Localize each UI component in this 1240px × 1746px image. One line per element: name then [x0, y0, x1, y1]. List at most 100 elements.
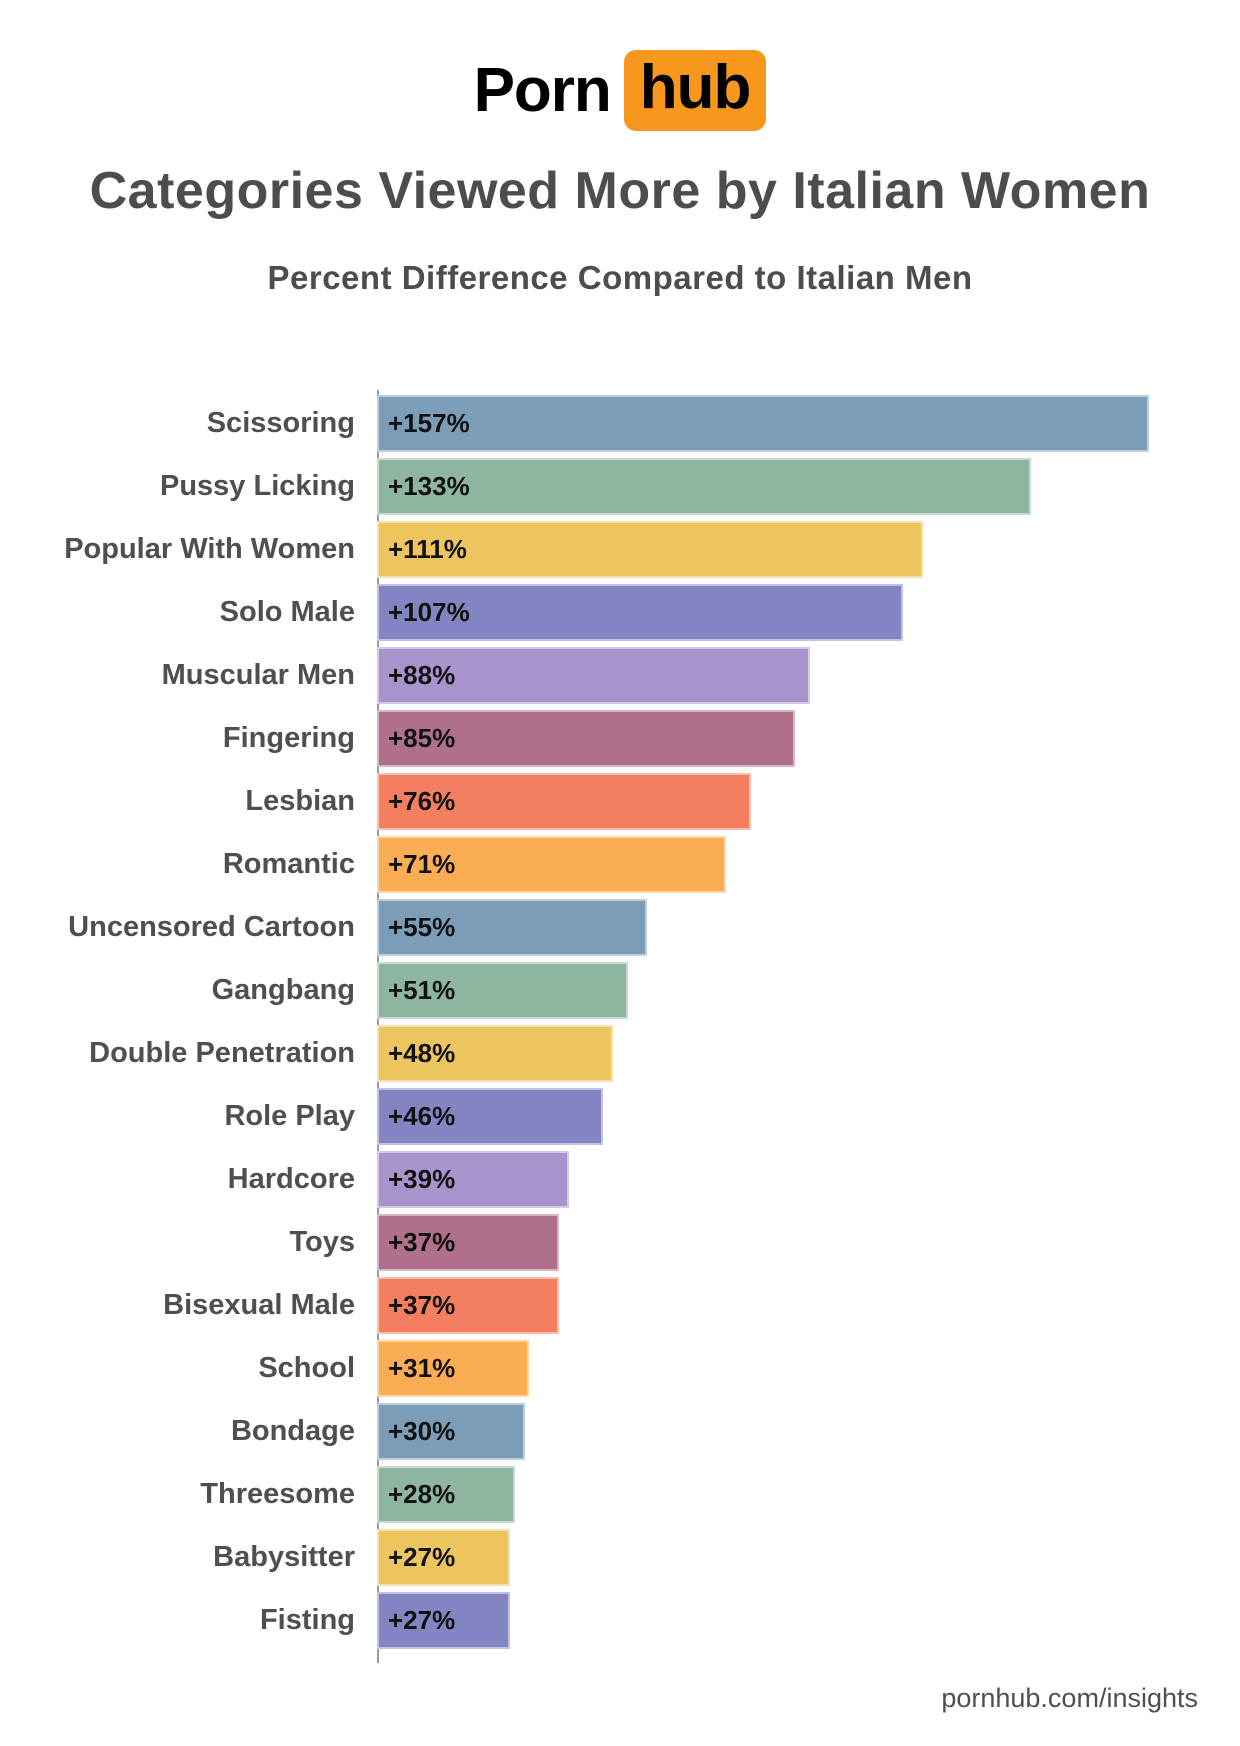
- bar-value-label: +30%: [388, 1416, 456, 1446]
- bar: +107%: [377, 584, 904, 641]
- bar: +88%: [377, 647, 810, 704]
- bar-row: Hardcore +39%: [0, 1151, 1240, 1208]
- bar-value-label: +107%: [388, 597, 470, 627]
- category-label: Romantic: [222, 848, 355, 880]
- bar-value-label: +27%: [388, 1605, 456, 1635]
- bar-track: +107%: [377, 584, 1149, 641]
- bar-row: Threesome +28%: [0, 1466, 1240, 1523]
- bar: +28%: [377, 1466, 515, 1523]
- bar-row: Lesbian +76%: [0, 773, 1240, 830]
- bar-row: Fingering +85%: [0, 710, 1240, 767]
- bar-value-label: +133%: [388, 471, 470, 501]
- bar-track: +46%: [377, 1088, 1149, 1145]
- bar-track: +31%: [377, 1340, 1149, 1397]
- bar-value-label: +37%: [388, 1290, 456, 1320]
- bar-value-label: +111%: [388, 534, 467, 564]
- category-label: Gangbang: [211, 974, 355, 1006]
- bar-value-label: +46%: [388, 1101, 456, 1131]
- bar-row: Romantic +71%: [0, 836, 1240, 893]
- bar-row: Muscular Men +88%: [0, 647, 1240, 704]
- bar-row: Popular With Women +111%: [0, 521, 1240, 578]
- bar-row: Bisexual Male +37%: [0, 1277, 1240, 1334]
- bar-row: School +31%: [0, 1340, 1240, 1397]
- bar-value-label: +76%: [388, 786, 456, 816]
- category-label: Threesome: [200, 1478, 355, 1510]
- bar-value-label: +157%: [388, 408, 470, 438]
- bar: +31%: [377, 1340, 530, 1397]
- category-label: Popular With Women: [64, 533, 355, 565]
- category-label: School: [258, 1352, 355, 1384]
- bar-row: Double Penetration +48%: [0, 1025, 1240, 1082]
- logo-text-porn: Porn: [473, 56, 612, 125]
- bar: +30%: [377, 1403, 525, 1460]
- bar-row: Role Play +46%: [0, 1088, 1240, 1145]
- bar: +55%: [377, 899, 648, 956]
- bar-row: Bondage +30%: [0, 1403, 1240, 1460]
- category-label: Pussy Licking: [159, 470, 355, 502]
- bar: +37%: [377, 1277, 559, 1334]
- bar-value-label: +31%: [388, 1353, 456, 1383]
- bar: +46%: [377, 1088, 604, 1145]
- footer-source-url: pornhub.com/insights: [941, 1683, 1198, 1713]
- bar-value-label: +27%: [388, 1542, 456, 1572]
- bar-row: Solo Male +107%: [0, 584, 1240, 641]
- bar: +133%: [377, 458, 1031, 515]
- bar: +85%: [377, 710, 795, 767]
- bar-value-label: +37%: [388, 1227, 456, 1257]
- bar-track: +39%: [377, 1151, 1149, 1208]
- page-title: Categories Viewed More by Italian Women: [89, 162, 1151, 220]
- category-label: Uncensored Cartoon: [68, 911, 355, 943]
- bar-chart: Scissoring +157% Pussy Licking +133% Popular…: [0, 390, 1240, 1663]
- bar-track: +71%: [377, 836, 1149, 893]
- pornhub-logo: Porn hub: [0, 0, 1240, 131]
- category-label: Bondage: [230, 1415, 355, 1447]
- bar: +71%: [377, 836, 727, 893]
- bar-row: Babysitter +27%: [0, 1529, 1240, 1586]
- category-label: Double Penetration: [89, 1037, 355, 1069]
- category-label: Hardcore: [227, 1163, 355, 1195]
- bar-row: Uncensored Cartoon +55%: [0, 899, 1240, 956]
- bar-track: +55%: [377, 899, 1149, 956]
- bar-value-label: +71%: [388, 849, 456, 879]
- bar-value-label: +48%: [388, 1038, 456, 1068]
- bar: +51%: [377, 962, 628, 1019]
- bar: +48%: [377, 1025, 614, 1082]
- bar-track: +133%: [377, 458, 1149, 515]
- bar-track: +37%: [377, 1277, 1149, 1334]
- bar: +157%: [377, 395, 1149, 452]
- category-label: Babysitter: [213, 1541, 355, 1573]
- bar: +27%: [377, 1592, 510, 1649]
- category-label: Lesbian: [245, 785, 355, 817]
- bar-value-label: +39%: [388, 1164, 456, 1194]
- page-subtitle: Percent Difference Compared to Italian M…: [267, 259, 973, 296]
- category-label: Fingering: [222, 722, 355, 754]
- bar-track: +157%: [377, 395, 1149, 452]
- bar-track: +28%: [377, 1466, 1149, 1523]
- bar: +111%: [377, 521, 923, 578]
- bar-value-label: +28%: [388, 1479, 456, 1509]
- bar-track: +27%: [377, 1529, 1149, 1586]
- bar-rows: Scissoring +157% Pussy Licking +133% Popular…: [0, 395, 1240, 1649]
- bar-row: Scissoring +157%: [0, 395, 1240, 452]
- bar-track: +51%: [377, 962, 1149, 1019]
- category-label: Solo Male: [219, 596, 355, 628]
- bar-track: +111%: [377, 521, 1149, 578]
- bar-row: Fisting +27%: [0, 1592, 1240, 1649]
- category-label: Bisexual Male: [163, 1289, 355, 1321]
- bar-value-label: +88%: [388, 660, 456, 690]
- bar-track: +30%: [377, 1403, 1149, 1460]
- bar-track: +37%: [377, 1214, 1149, 1271]
- bar-row: Gangbang +51%: [0, 962, 1240, 1019]
- bar-value-label: +85%: [388, 723, 456, 753]
- bar-track: +48%: [377, 1025, 1149, 1082]
- bar-row: Pussy Licking +133%: [0, 458, 1240, 515]
- bar-value-label: +55%: [388, 912, 456, 942]
- bar-value-label: +51%: [388, 975, 456, 1005]
- logo-text-hub-badge: hub: [623, 50, 767, 131]
- category-label: Toys: [289, 1226, 355, 1258]
- bar: +39%: [377, 1151, 569, 1208]
- bar-track: +85%: [377, 710, 1149, 767]
- bar-track: +27%: [377, 1592, 1149, 1649]
- category-label: Fisting: [259, 1604, 355, 1636]
